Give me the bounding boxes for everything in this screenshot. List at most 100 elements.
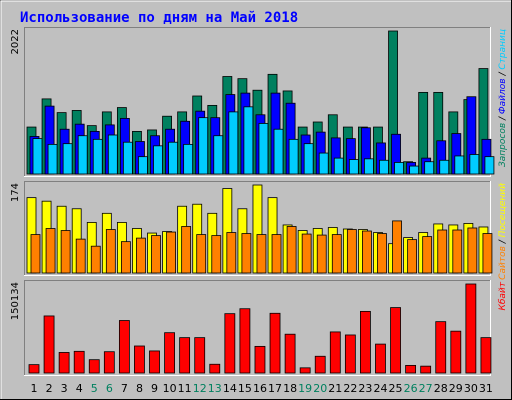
- x-tick-label-16: 16: [253, 382, 267, 395]
- legend-part: Кбайт: [498, 281, 508, 310]
- x-tick-label-11: 11: [178, 382, 192, 395]
- legend-part: /: [498, 114, 508, 123]
- bar-hits-files-pages-panel-s2-day-19: [303, 143, 314, 175]
- bar-hits-files-pages-panel-s2-day-8: [138, 156, 148, 175]
- bar-kbytes-panel-s0-day-31: [480, 337, 492, 374]
- x-tick-label-14: 14: [223, 382, 237, 395]
- x-tick-label-8: 8: [136, 382, 143, 395]
- bar-hits-files-pages-panel-s2-day-27: [424, 161, 435, 175]
- bar-visits-sites-panel-s1-day-6: [105, 229, 116, 274]
- x-tick-label-19: 19: [298, 382, 312, 395]
- visits-sites-panel: 174 Сайтов / Посещений: [10, 181, 508, 280]
- bar-kbytes-panel-s0-day-14: [224, 313, 236, 374]
- bar-kbytes-panel-s0-day-25: [390, 307, 401, 374]
- kbytes-panel: 150134 Кбайт: [10, 280, 508, 376]
- legend-part: Запросов: [498, 123, 508, 167]
- x-tick-label-10: 10: [163, 382, 177, 395]
- x-tick-label-27: 27: [419, 382, 433, 395]
- bar-kbytes-panel-s0-day-27: [420, 365, 432, 374]
- bar-visits-sites-panel-s1-day-8: [136, 237, 146, 274]
- bar-kbytes-panel-s0-day-13: [209, 363, 221, 374]
- bar-kbytes-panel-s0-day-8: [134, 345, 145, 374]
- bar-visits-sites-panel-s1-day-30: [467, 227, 478, 274]
- bar-visits-sites-panel-s1-day-16: [256, 234, 267, 274]
- bar-kbytes-panel-s0-day-19: [299, 367, 311, 374]
- bar-hits-files-pages-panel-s2-day-23: [364, 158, 374, 175]
- x-tick-label-24: 24: [373, 382, 387, 395]
- x-tick-label-6: 6: [106, 382, 113, 395]
- series-legend-label: Запросов / Файлов / Страниц: [498, 29, 508, 167]
- bar-kbytes-panel-s0-day-1: [28, 364, 40, 374]
- bar-hits-files-pages-panel-s2-day-14: [228, 111, 239, 175]
- bar-visits-sites-panel-s1-day-9: [151, 235, 161, 274]
- bar-kbytes-panel-s0-day-11: [179, 337, 191, 374]
- bar-hits-files-pages-panel-s2-day-16: [258, 123, 269, 175]
- x-tick-label-17: 17: [268, 382, 282, 395]
- series-legend-label: Кбайт: [498, 281, 508, 310]
- bar-kbytes-panel-s0-day-24: [375, 343, 386, 374]
- bar-kbytes-panel-s0-day-2: [43, 315, 55, 374]
- bar-visits-sites-panel-s1-day-22: [346, 229, 357, 274]
- bar-visits-sites-panel-s1-day-11: [181, 226, 192, 274]
- x-tick-label-29: 29: [449, 382, 463, 395]
- x-tick-label-20: 20: [313, 382, 327, 395]
- bar-hits-files-pages-panel-s2-day-17: [273, 128, 284, 175]
- y-max-label: 2022: [10, 29, 21, 54]
- x-tick-label-25: 25: [389, 382, 403, 395]
- x-tick-label-5: 5: [91, 382, 98, 395]
- x-tick-label-7: 7: [121, 382, 128, 395]
- legend-part: Посещений: [498, 183, 508, 238]
- bar-visits-sites-panel-s1-day-20: [316, 234, 327, 274]
- bar-hits-files-pages-panel-s2-day-28: [439, 159, 450, 175]
- bar-kbytes-panel-s0-day-9: [149, 350, 160, 374]
- bar-kbytes-panel-s0-day-15: [239, 308, 251, 374]
- bar-hits-files-pages-panel-s2-day-21: [333, 157, 344, 175]
- bar-visits-sites-panel-s1-day-24: [377, 233, 387, 274]
- bar-hits-files-pages-panel-s2-day-5: [92, 138, 103, 175]
- x-tick-label-31: 31: [479, 382, 493, 395]
- bar-hits-files-pages-panel-s2-day-7: [122, 141, 133, 175]
- bar-visits-sites-panel-s1-day-25: [392, 220, 402, 274]
- chart-title: Использование по дням на Май 2018: [20, 10, 298, 26]
- bar-visits-sites-panel-s1-day-13: [211, 235, 222, 274]
- x-tick-label-12: 12: [193, 382, 207, 395]
- bar-kbytes-panel-s0-day-23: [360, 310, 371, 374]
- legend-part: /: [498, 70, 508, 79]
- bar-kbytes-panel-s0-day-10: [164, 332, 175, 374]
- x-tick-label-28: 28: [434, 382, 448, 395]
- x-tick-label-26: 26: [404, 382, 418, 395]
- x-tick-label-23: 23: [358, 382, 372, 395]
- series-legend-label: Сайтов / Посещений: [498, 183, 508, 280]
- bar-visits-sites-panel-s1-day-1: [30, 234, 41, 274]
- bar-kbytes-panel-s0-day-16: [254, 345, 266, 374]
- bar-kbytes-panel-s0-day-7: [118, 320, 130, 374]
- legend-part: Файлов: [498, 78, 508, 114]
- x-tick-label-15: 15: [238, 382, 252, 395]
- bar-visits-sites-panel-s1-day-29: [452, 229, 463, 274]
- bar-visits-sites-panel-s1-day-10: [166, 231, 176, 274]
- x-tick-label-9: 9: [151, 382, 158, 395]
- legend-part: Страниц: [498, 29, 508, 70]
- bar-kbytes-panel-s0-day-3: [58, 352, 70, 374]
- bar-hits-files-pages-panel-s2-day-31: [484, 156, 495, 175]
- x-tick-label-1: 1: [31, 382, 38, 395]
- bar-visits-sites-panel-s1-day-18: [286, 226, 297, 274]
- bar-visits-sites-panel-s1-day-15: [241, 233, 252, 274]
- bar-hits-files-pages-panel-s2-day-20: [318, 152, 329, 175]
- bar-kbytes-panel-s0-day-18: [284, 333, 296, 374]
- bar-hits-files-pages-panel-s2-day-9: [153, 145, 163, 175]
- bar-hits-files-pages-panel-s2-day-18: [288, 138, 299, 175]
- bar-visits-sites-panel-s1-day-17: [271, 234, 282, 274]
- bar-kbytes-panel-s0-day-28: [435, 321, 447, 374]
- bar-visits-sites-panel-s1-day-27: [422, 236, 433, 274]
- bar-kbytes-panel-s0-day-29: [450, 330, 462, 374]
- legend-part: Сайтов: [498, 246, 508, 280]
- bar-visits-sites-panel-s1-day-26: [407, 239, 418, 274]
- bar-hits-files-pages-panel-s2-day-3: [62, 143, 73, 175]
- bar-hits-files-pages-panel-s2-day-26: [409, 165, 420, 175]
- bar-visits-sites-panel-s1-day-19: [301, 233, 312, 274]
- bar-hits-files-pages-panel-s2-day-24: [379, 159, 389, 175]
- bar-hits-files-pages-panel-s2-day-11: [183, 143, 194, 175]
